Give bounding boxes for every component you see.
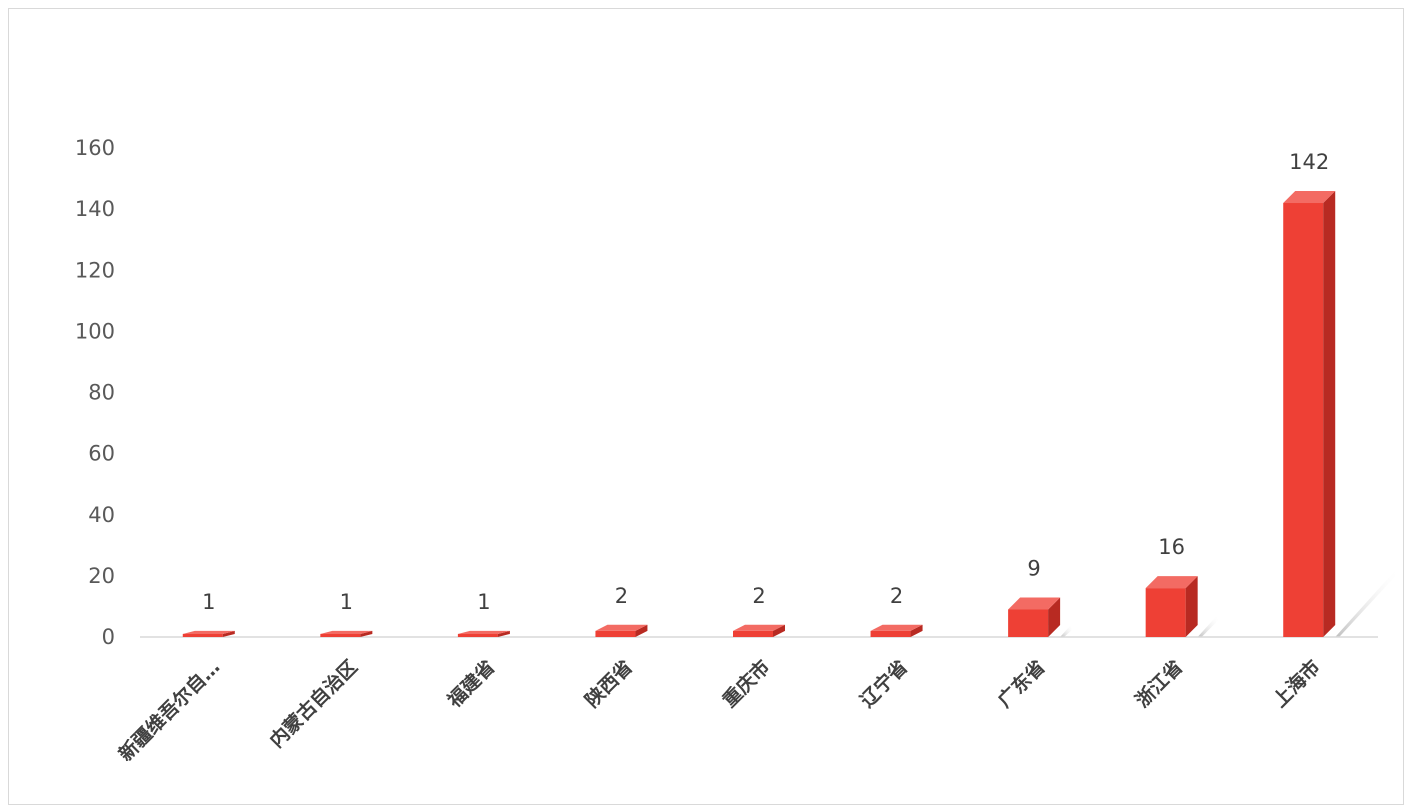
bar-shadow (1335, 567, 1399, 637)
category-label: 浙江省 (1131, 655, 1188, 712)
bar-front (182, 633, 223, 637)
y-tick-label: 0 (102, 625, 115, 649)
bar-front (1008, 609, 1049, 637)
bar-top (182, 630, 235, 634)
y-tick-label: 100 (75, 319, 115, 343)
category-label: 重庆市 (718, 655, 775, 712)
data-label: 1 (340, 590, 353, 614)
bar-side (1185, 576, 1198, 637)
category-label: 上海市 (1268, 655, 1325, 712)
y-tick-label: 120 (75, 258, 115, 282)
bar-shadow (1060, 624, 1072, 637)
bar-side (773, 624, 785, 637)
data-label: 2 (890, 584, 903, 608)
category-label: 广东省 (993, 655, 1050, 712)
category-labels: 新疆维吾尔自… 内蒙古自治区 福建省 陕西省 重庆市 辽宁省 广东省 浙江省 上海市 (114, 655, 1325, 765)
y-tick-label: 140 (75, 197, 115, 221)
category-label: 陕西省 (580, 655, 637, 712)
bar-top (457, 630, 510, 634)
bar-top (595, 624, 648, 631)
bar-side (1323, 191, 1336, 637)
bar-side (910, 624, 923, 637)
data-label: 142 (1289, 150, 1329, 174)
bar-side (360, 630, 373, 637)
bar-front (1145, 588, 1186, 637)
bar (733, 624, 785, 637)
data-label: 16 (1158, 535, 1185, 559)
bar-top (1145, 576, 1198, 589)
bar (457, 630, 510, 637)
bar-top (1283, 191, 1336, 204)
bar-side (1048, 597, 1061, 637)
y-tick-label: 40 (88, 503, 115, 527)
bars (182, 191, 1336, 637)
bar (1008, 597, 1061, 637)
bar (1283, 191, 1336, 637)
bar-front (595, 630, 636, 637)
bar (182, 630, 235, 637)
category-label: 新疆维吾尔自… (114, 655, 224, 765)
bar-front (733, 630, 773, 637)
data-labels: 1 1 1 2 2 2 9 16 142 (202, 150, 1329, 614)
bar-top (1008, 597, 1061, 610)
bar-side (497, 630, 510, 637)
bar-top (733, 624, 785, 631)
y-tick-label: 160 (75, 136, 115, 160)
data-label: 2 (615, 584, 628, 608)
bar-top (320, 630, 373, 634)
chart-frame (8, 8, 1404, 805)
data-label: 9 (1027, 556, 1040, 580)
data-label: 1 (202, 590, 215, 614)
data-label: 2 (752, 584, 765, 608)
bar-front (1283, 203, 1324, 637)
bar-front (870, 630, 911, 637)
y-axis: 0 20 40 60 80 100 120 140 160 (75, 136, 115, 649)
category-label: 辽宁省 (856, 655, 913, 712)
bar (595, 624, 648, 637)
bar-shadows (1060, 567, 1399, 637)
bar-top (870, 624, 923, 631)
category-label: 福建省 (442, 655, 499, 712)
bar-shadow (1197, 614, 1218, 637)
bar-front (320, 633, 361, 637)
y-tick-label: 20 (88, 564, 115, 588)
y-tick-label: 60 (88, 442, 115, 466)
bar-side (222, 630, 235, 637)
y-tick-label: 80 (88, 381, 115, 405)
bar (1145, 576, 1198, 637)
bar-side (635, 624, 648, 637)
category-label: 内蒙古自治区 (265, 655, 362, 752)
bar (870, 624, 923, 637)
bar-front (457, 633, 498, 637)
bar (320, 630, 373, 637)
data-label: 1 (477, 590, 490, 614)
